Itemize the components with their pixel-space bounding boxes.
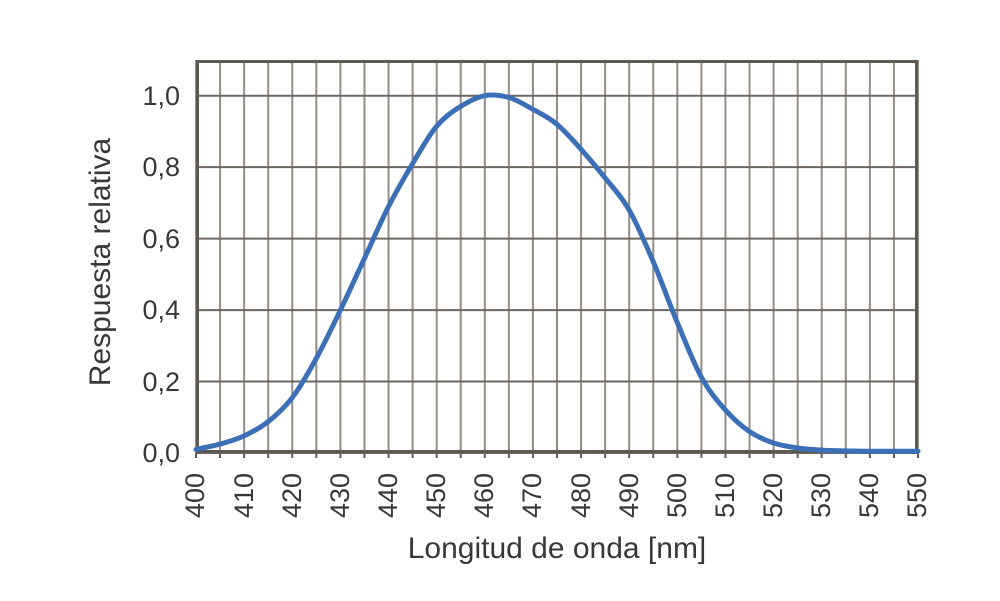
y-tick-label: 0,8 — [142, 152, 180, 183]
y-tick-label: 0,0 — [142, 438, 180, 468]
plot-area — [193, 60, 921, 460]
y-tick-label: 1,0 — [142, 80, 180, 111]
y-tick-label: 0,2 — [142, 366, 180, 397]
x-axis-title: Longitud de onda [nm] — [297, 532, 817, 566]
plot-frame — [196, 60, 918, 453]
y-tick-label: 0,4 — [142, 295, 180, 326]
x-tick-label: 550 — [902, 472, 933, 518]
response-curve — [193, 92, 921, 454]
x-axis-title-text: Longitud de onda [nm] — [407, 532, 707, 565]
chart-canvas — [193, 60, 921, 458]
y-tick-label: 0,6 — [142, 223, 180, 254]
